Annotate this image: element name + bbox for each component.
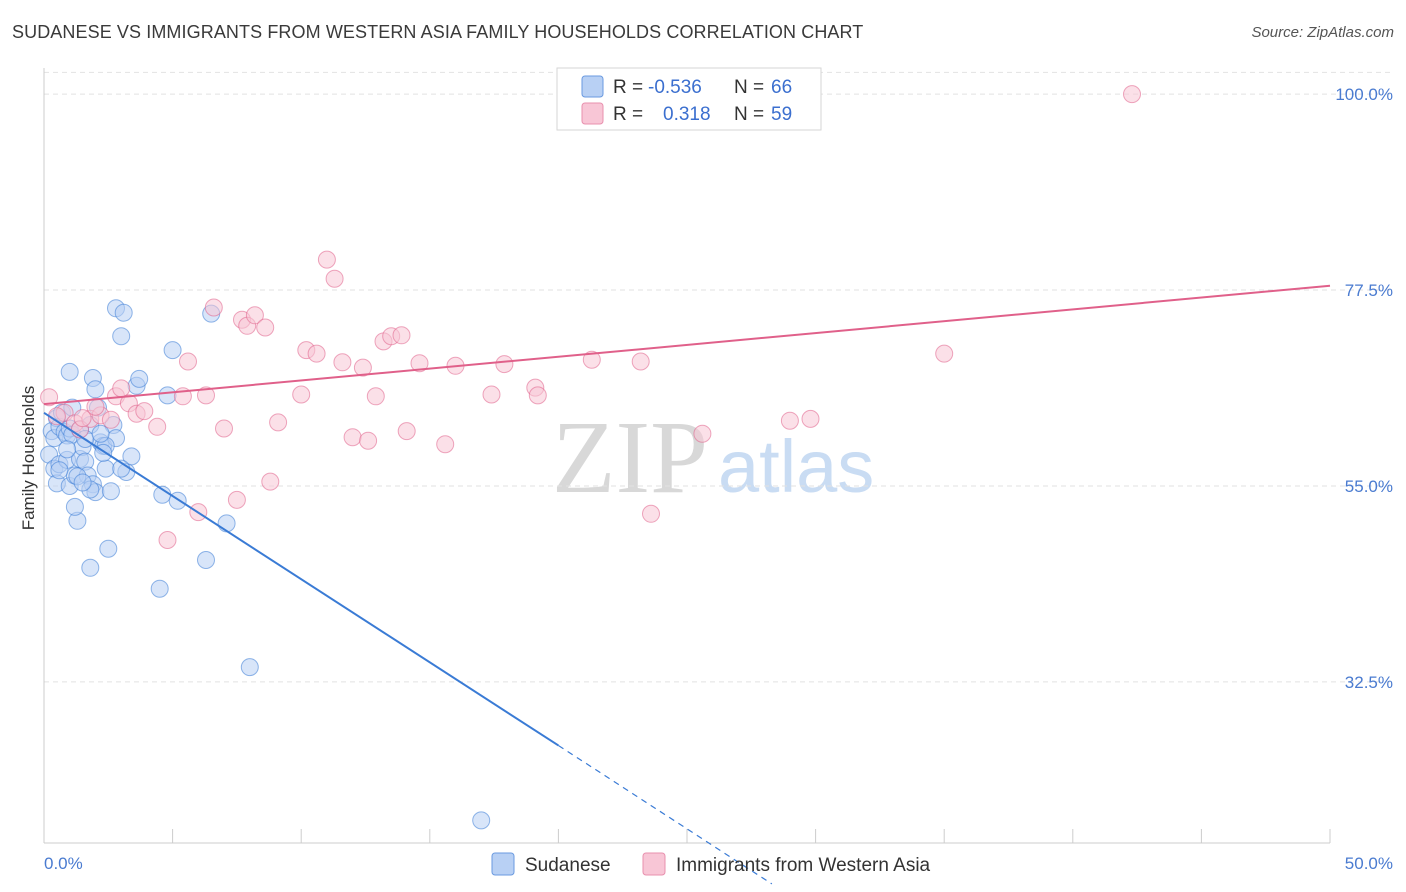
series-1-point-12 xyxy=(158,531,177,549)
series-1-point-47 xyxy=(631,352,650,371)
series-1-point-48 xyxy=(642,504,660,523)
series-1-point-57 xyxy=(101,410,120,429)
series-1-point-27 xyxy=(307,344,326,363)
series-1-point-39 xyxy=(410,354,429,373)
legend-n-value-western-asia: 59 xyxy=(771,104,792,125)
series-0-points xyxy=(40,299,491,830)
bottom-legend: Sudanese Immigrants from Western Asia xyxy=(491,852,931,876)
axes: 32.5% 55.0% 77.5% 100.0% 0.0% 50.0% xyxy=(43,68,1393,873)
series-0-point-33 xyxy=(122,447,141,466)
y-tick-label-0: 32.5% xyxy=(1345,673,1393,692)
series-1-point-38 xyxy=(397,422,416,441)
series-1-point-42 xyxy=(482,385,501,404)
series-1-point-0 xyxy=(40,388,59,407)
series-1-point-32 xyxy=(353,358,372,377)
gridlines xyxy=(44,71,1392,683)
series-0-point-37 xyxy=(158,386,177,405)
series-0-point-44 xyxy=(240,658,259,677)
series-1-point-56 xyxy=(86,397,105,416)
legend-n-value-sudanese: 66 xyxy=(771,77,792,98)
series-1-point-30 xyxy=(333,353,352,372)
series-0-point-43 xyxy=(150,579,169,598)
y-axis-label: Family Households xyxy=(19,386,38,531)
series-0-point-42 xyxy=(217,514,236,533)
series-1-point-10 xyxy=(135,402,154,421)
series-1-point-51 xyxy=(801,409,820,428)
series-1-point-49 xyxy=(693,424,712,443)
trend-line-0-extension xyxy=(558,744,773,885)
series-1-point-53 xyxy=(1123,85,1141,104)
series-1-point-34 xyxy=(366,387,385,406)
series-1-point-29 xyxy=(325,269,344,288)
legend-r-value-western-asia: 0.318 xyxy=(663,104,711,125)
series-1-point-40 xyxy=(436,435,455,454)
chart-source: Source: ZipAtlas.com xyxy=(1251,24,1394,41)
trend-line-0 xyxy=(43,411,559,747)
series-1-point-23 xyxy=(261,472,280,491)
series-1-point-25 xyxy=(292,385,311,404)
chart-title: SUDANESE VS IMMIGRANTS FROM WESTERN ASIA… xyxy=(12,22,864,42)
series-1-point-52 xyxy=(935,344,954,363)
legend-n-label-sudanese: N = xyxy=(734,77,764,98)
bottom-legend-swatch-western-asia xyxy=(642,852,666,876)
series-1-point-16 xyxy=(204,298,223,317)
series-1-point-11 xyxy=(148,417,167,436)
series-1-point-24 xyxy=(269,413,288,432)
series-0-point-62 xyxy=(65,497,84,516)
series-1-point-28 xyxy=(317,250,336,269)
legend-r-value-sudanese: -0.536 xyxy=(648,77,702,98)
series-0-point-27 xyxy=(96,459,115,478)
series-1-point-14 xyxy=(179,352,197,371)
series-0-point-40 xyxy=(163,341,182,360)
series-1-point-37 xyxy=(392,326,411,345)
series-0-point-29 xyxy=(101,482,120,501)
y-tick-label-3: 100.0% xyxy=(1335,85,1393,104)
watermark-zip: ZIP xyxy=(552,400,708,515)
series-1-point-15 xyxy=(197,386,215,405)
trend-lines xyxy=(43,284,1331,885)
series-0-point-48 xyxy=(60,362,79,381)
y-tick-label-1: 55.0% xyxy=(1345,477,1393,496)
series-0-point-51 xyxy=(114,303,133,322)
legend-n-label-western-asia: N = xyxy=(734,104,764,125)
legend-swatch-sudanese xyxy=(581,75,604,98)
series-1-point-31 xyxy=(343,428,362,447)
series-0-point-60 xyxy=(73,473,92,492)
series-0-point-59 xyxy=(50,461,69,480)
series-1-point-17 xyxy=(215,419,233,438)
legend-r-label-sudanese: R = xyxy=(613,77,643,98)
series-1-point-21 xyxy=(245,306,264,325)
x-tick-label-max: 50.0% xyxy=(1345,854,1393,873)
series-0-point-50 xyxy=(112,327,131,346)
series-1-points xyxy=(40,85,1141,549)
series-0-point-45 xyxy=(472,811,491,830)
series-1-point-43 xyxy=(495,355,514,374)
bottom-legend-label-western-asia: Immigrants from Western Asia xyxy=(676,855,931,876)
trend-line-1 xyxy=(43,284,1331,406)
legend-box: R = -0.536 N = 66 R = 0.318 N = 59 xyxy=(556,67,822,131)
series-0-point-54 xyxy=(58,440,77,459)
series-1-point-33 xyxy=(359,431,378,450)
series-0-point-47 xyxy=(86,380,105,399)
watermark-atlas: atlas xyxy=(718,425,874,508)
series-0-point-63 xyxy=(81,558,100,577)
bottom-legend-swatch-sudanese xyxy=(491,852,515,876)
series-1-point-7 xyxy=(112,379,131,398)
legend-swatch-western-asia xyxy=(581,102,604,125)
legend-r-label-western-asia: R = xyxy=(613,104,643,125)
series-1-point-50 xyxy=(780,411,799,430)
series-0-point-35 xyxy=(130,369,149,388)
series-1-point-45 xyxy=(528,386,547,405)
series-0-point-28 xyxy=(99,539,118,558)
series-1-point-55 xyxy=(73,409,92,428)
series-1-point-46 xyxy=(582,350,601,369)
series-1-point-22 xyxy=(256,318,275,337)
y-tick-label-2: 77.5% xyxy=(1345,281,1393,300)
x-tick-label-min: 0.0% xyxy=(44,854,83,873)
series-0-point-39 xyxy=(197,551,215,569)
series-1-point-18 xyxy=(227,490,246,509)
series-0-point-65 xyxy=(91,424,110,443)
bottom-legend-label-sudanese: Sudanese xyxy=(525,855,611,876)
